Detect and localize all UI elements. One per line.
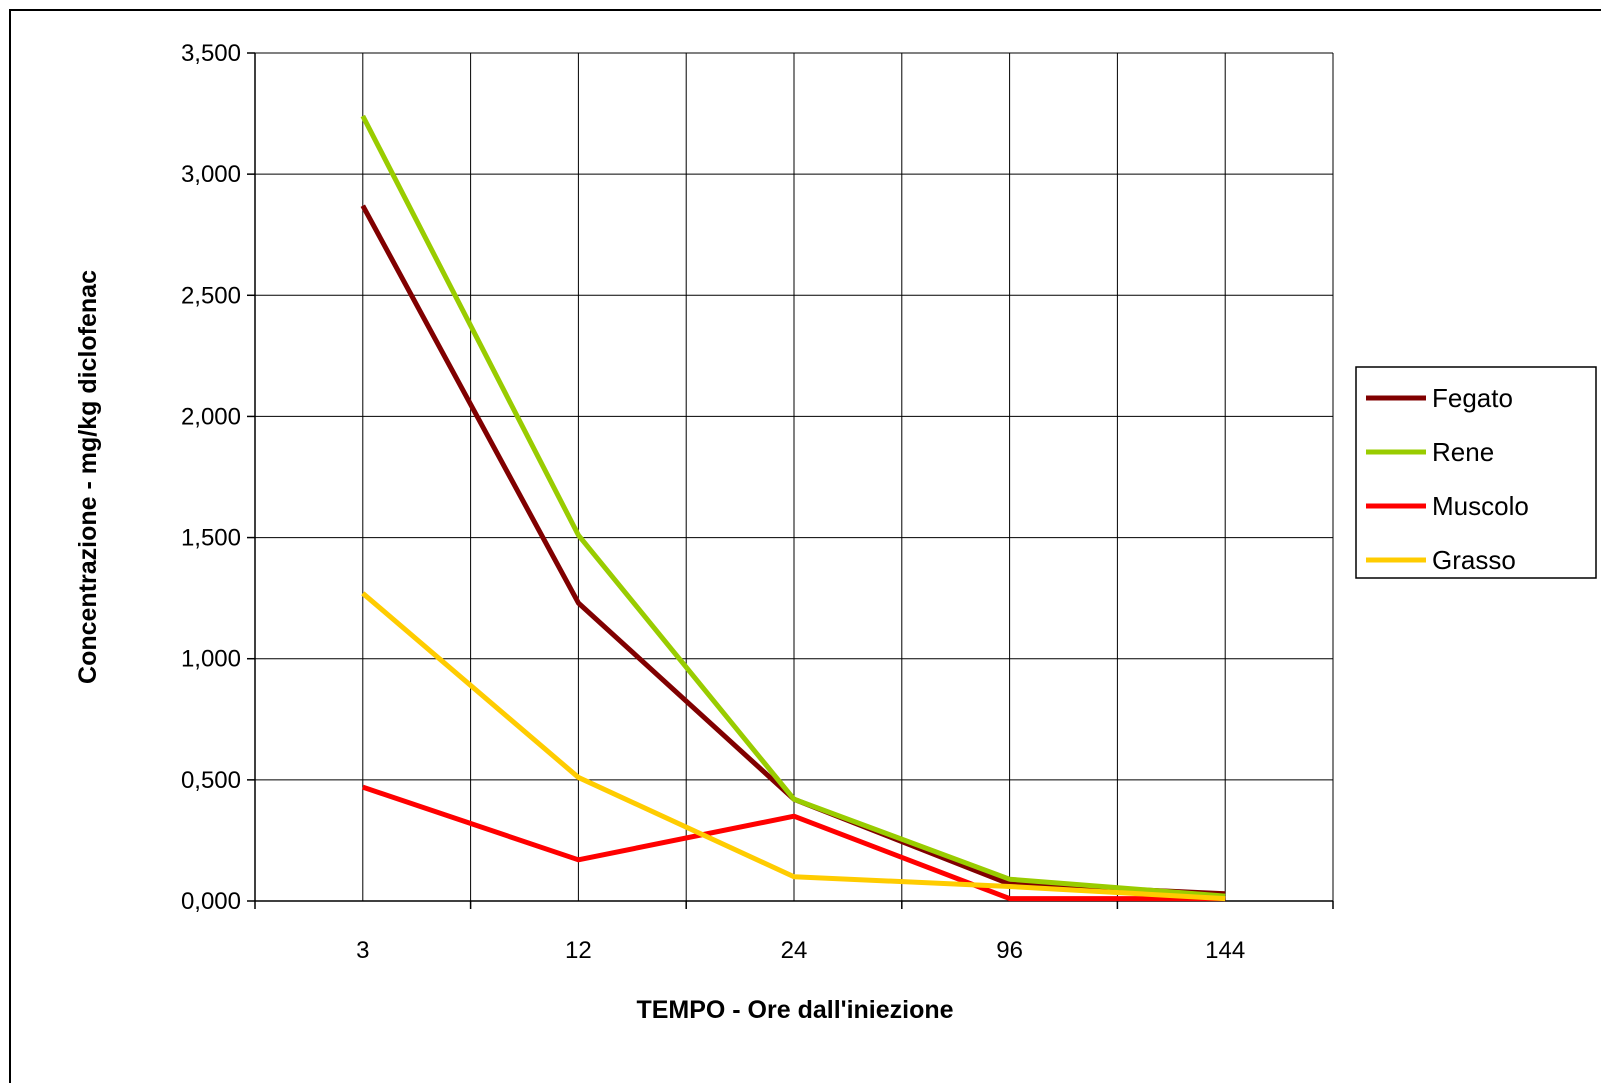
- y-tick-label: 1,000: [181, 646, 241, 673]
- y-tick-labels: 0,000 0,500 1,000 1,500 2,000 2,500 3,000 3,500: [181, 40, 241, 915]
- y-tick-label: 3,500: [181, 40, 241, 67]
- x-tick-label: 12: [565, 937, 592, 964]
- y-axis-title: Concentrazione - mg/kg diclofenac: [74, 270, 102, 684]
- x-tick-labels: 3 12 24 96 144: [356, 937, 1245, 964]
- series-line-muscolo: [362, 784, 1226, 902]
- legend-label-grasso: Grasso: [1432, 545, 1516, 575]
- y-tick-label: 0,000: [181, 888, 241, 915]
- x-tick-label: 3: [356, 937, 369, 964]
- chart-border: [9, 9, 1601, 1083]
- legend-label-fegato: Fegato: [1432, 383, 1513, 413]
- y-tick-label: 1,500: [181, 525, 241, 552]
- y-tick-label: 2,500: [181, 282, 241, 309]
- y-tick-label: 0,500: [181, 767, 241, 794]
- x-axis-title: TEMPO - Ore dall'iniezione: [636, 996, 953, 1024]
- grid: [255, 52, 1334, 902]
- legend: Fegato Rene Muscolo Grasso: [1355, 366, 1597, 579]
- legend-label-rene: Rene: [1432, 437, 1494, 467]
- legend-label-muscolo: Muscolo: [1432, 491, 1529, 521]
- y-tick-label: 3,000: [181, 161, 241, 188]
- series-lines: [360, 114, 1226, 902]
- x-tick-label: 24: [781, 937, 808, 964]
- legend-box: [1355, 366, 1597, 579]
- series-line-grasso: [361, 591, 1226, 902]
- x-tick-label: 144: [1205, 937, 1245, 964]
- series-line-rene: [360, 114, 1226, 899]
- y-tick-label: 2,000: [181, 403, 241, 430]
- x-tick-label: 96: [996, 937, 1023, 964]
